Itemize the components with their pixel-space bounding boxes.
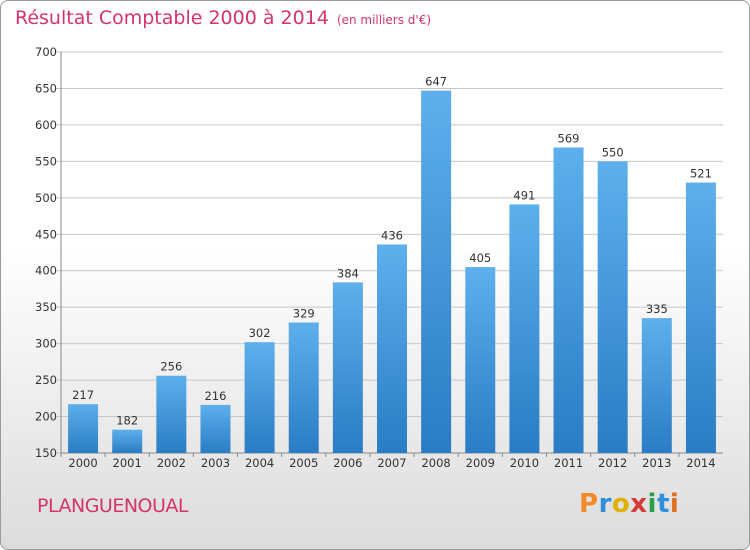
x-tick-label: 2002 [157,456,186,470]
x-tick-label: 2000 [68,456,97,470]
data-label: 217 [72,388,94,402]
data-label: 335 [646,302,668,316]
y-tick-label: 350 [35,300,57,314]
y-tick-label: 400 [35,264,57,278]
y-tick-label: 300 [35,337,57,351]
bar [597,161,628,453]
bar [685,182,716,454]
chart-title-block: Résultat Comptable 2000 à 2014 (en millie… [15,7,431,29]
logo-letter: t [656,489,670,519]
logo-letter: o [611,489,631,519]
data-label: 405 [469,251,491,265]
bar [509,204,540,453]
y-tick-label: 600 [35,118,57,132]
y-tick-label: 450 [35,227,57,241]
x-tick-label: 2006 [333,456,362,470]
bar [332,282,363,453]
bar [68,404,99,453]
y-tick-label: 650 [35,81,57,95]
x-tick-label: 2012 [598,456,627,470]
chart-subtitle: (en milliers d'€) [336,13,432,27]
logo-letter: x [630,489,648,519]
x-tick-label: 2011 [554,456,583,470]
data-label: 491 [513,188,535,202]
x-tick-label: 2009 [466,456,495,470]
data-label: 384 [337,266,359,280]
chart-title: Résultat Comptable 2000 à 2014 [15,7,329,29]
data-label: 550 [602,145,624,159]
bar [200,404,231,453]
bar [421,90,452,453]
data-label: 569 [558,132,580,146]
data-label: 329 [293,306,315,320]
bar [377,244,407,453]
data-label: 521 [690,167,712,181]
x-tick-label: 2010 [510,456,539,470]
bar [465,267,496,453]
logo-letter: r [598,489,612,519]
bar [112,429,143,453]
y-tick-label: 700 [35,45,57,59]
x-tick-label: 2001 [113,456,142,470]
x-tick-label: 2004 [245,456,274,470]
y-tick-label: 250 [35,373,57,387]
x-tick-label: 2005 [289,456,318,470]
x-tick-label: 2014 [686,456,715,470]
x-tick-label: 2008 [421,456,450,470]
x-tick-label: 2007 [377,456,406,470]
data-label: 216 [204,389,226,403]
y-tick-label: 150 [35,446,57,460]
x-tick-label: 2003 [201,456,230,470]
data-label: 182 [116,414,138,428]
logo-letter: P [579,489,599,519]
data-label: 302 [249,326,271,340]
town-name: PLANGUENOUAL [37,495,188,517]
data-label: 256 [160,360,182,374]
bar [553,147,584,453]
bar [244,342,275,453]
y-tick-label: 200 [35,410,57,424]
data-label: 436 [381,228,403,242]
x-tick-label: 2013 [642,456,671,470]
logo-letter: i [647,489,657,519]
bar [288,322,319,453]
bar [156,375,187,453]
data-label: 647 [425,75,447,89]
proxiti-logo[interactable]: Proxiti [579,489,679,519]
bar [641,318,672,453]
logo-letter: i [669,489,680,519]
y-tick-label: 500 [35,191,57,205]
y-tick-label: 550 [35,154,57,168]
